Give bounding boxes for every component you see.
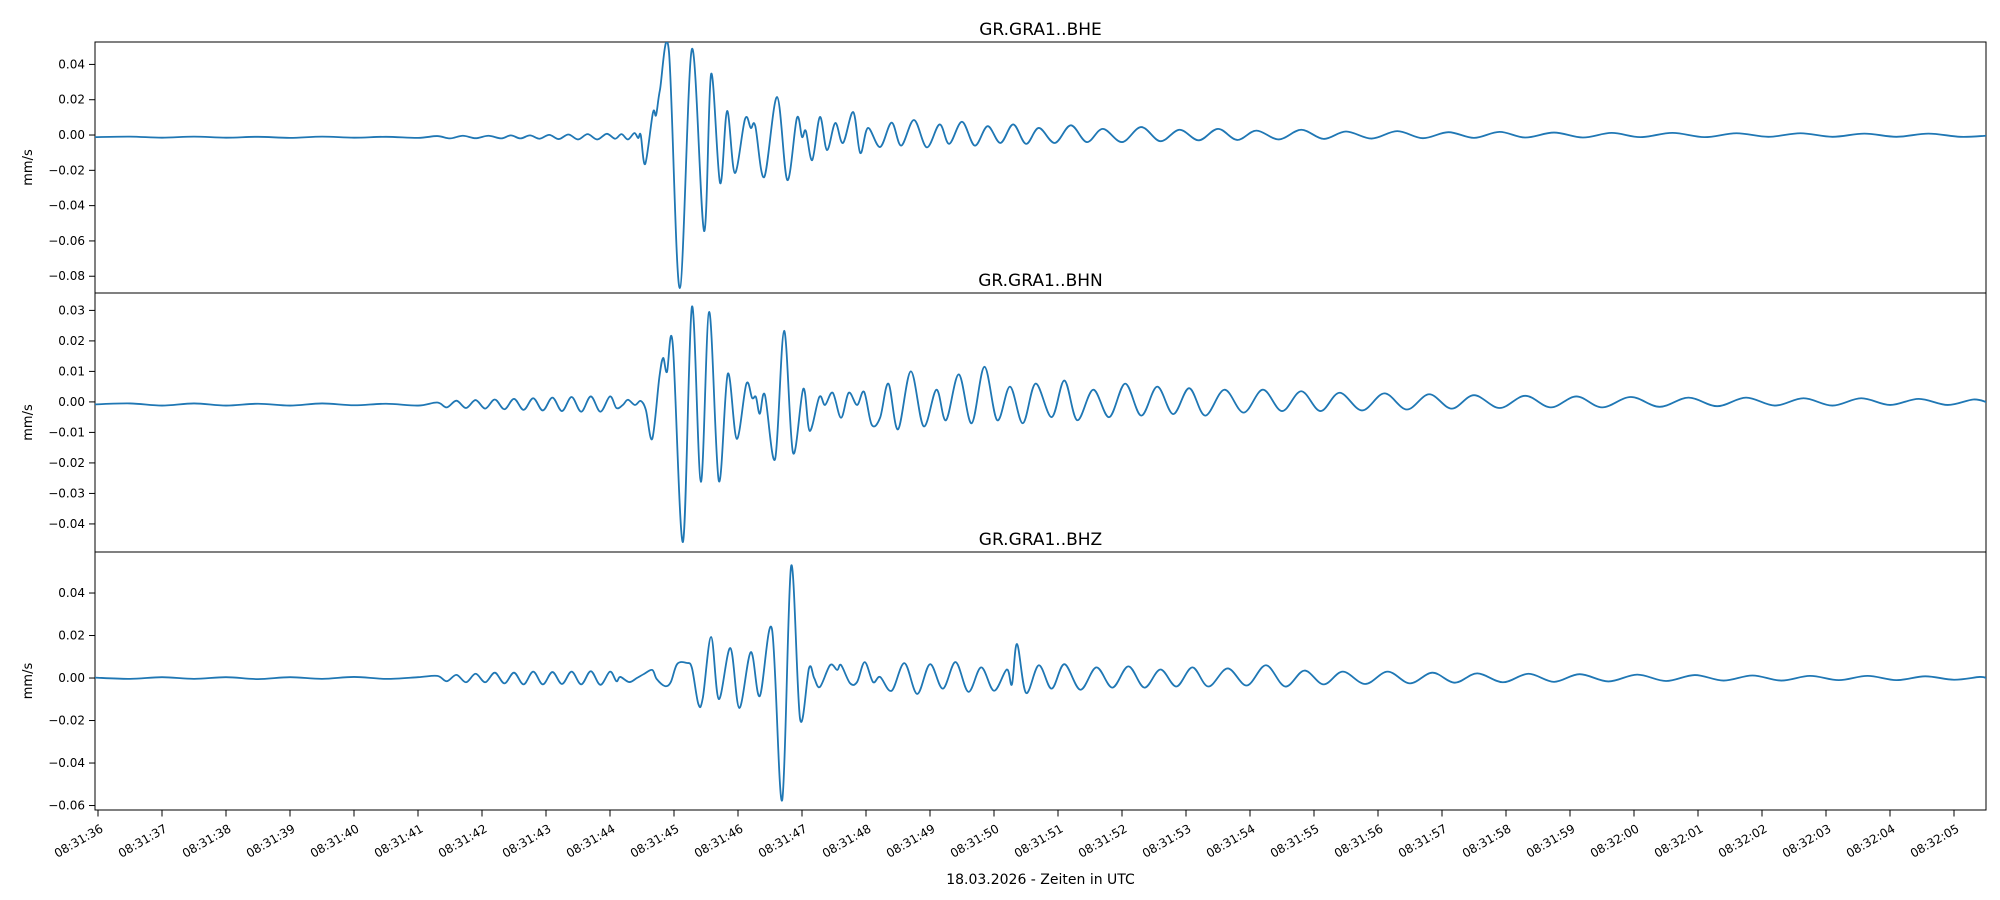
waveform-bhz bbox=[95, 564, 1986, 802]
y-tick-label: 0.00 bbox=[58, 128, 85, 142]
y-tick-label: 0.03 bbox=[58, 303, 85, 317]
x-tick-label: 08:31:42 bbox=[436, 821, 490, 860]
x-tick-label: 08:31:51 bbox=[1012, 821, 1066, 860]
y-tick-label: 0.00 bbox=[58, 671, 85, 685]
x-tick-label: 08:31:44 bbox=[564, 821, 618, 860]
x-tick-label: 08:31:41 bbox=[372, 821, 426, 860]
y-tick-label: 0.02 bbox=[58, 629, 85, 643]
x-tick-label: 08:32:02 bbox=[1716, 821, 1770, 860]
y-tick-label: 0.04 bbox=[58, 586, 85, 600]
y-tick-label: 0.02 bbox=[58, 334, 85, 348]
x-tick-label: 08:32:04 bbox=[1844, 821, 1898, 860]
y-tick-label: −0.06 bbox=[48, 234, 85, 248]
subplot-bhe-title: GR.GRA1..BHE bbox=[979, 20, 1102, 40]
x-tick-label: 08:31:45 bbox=[628, 821, 682, 860]
y-tick-label: 0.00 bbox=[58, 395, 85, 409]
subplot-bhe-frame bbox=[94, 41, 1987, 294]
y-tick-label: −0.04 bbox=[48, 199, 85, 213]
x-axis-ticks: 08:31:36 08:31:37 08:31:38 08:31:39 08:31:40… bbox=[52, 810, 1962, 861]
bhz-y-axis-label: mm/s bbox=[21, 663, 36, 700]
y-tick-label: −0.08 bbox=[48, 269, 85, 283]
x-tick-label: 08:31:59 bbox=[1524, 821, 1578, 860]
y-tick-label: −0.06 bbox=[48, 799, 85, 813]
x-tick-label: 08:31:53 bbox=[1140, 821, 1194, 860]
bhe-y-axis-label: mm/s bbox=[21, 149, 36, 186]
bhn-y-axis-ticks: 0.03 0.02 0.01 0.00 −0.01 −0.02 −0.03 −0.04 bbox=[48, 303, 95, 531]
subplot-bhz-frame bbox=[94, 551, 1987, 811]
x-tick-label: 08:31:38 bbox=[180, 821, 234, 860]
x-tick-label: 08:31:40 bbox=[308, 821, 362, 860]
y-tick-label: −0.03 bbox=[48, 486, 85, 500]
x-tick-label: 08:32:00 bbox=[1588, 821, 1642, 860]
waveform-bhn bbox=[95, 305, 1986, 543]
y-tick-label: −0.02 bbox=[48, 714, 85, 728]
x-tick-label: 08:31:37 bbox=[116, 821, 170, 860]
x-tick-label: 08:32:01 bbox=[1652, 821, 1706, 860]
x-tick-label: 08:31:56 bbox=[1332, 821, 1386, 860]
x-axis-label: 18.03.2026 - Zeiten in UTC bbox=[946, 872, 1135, 888]
subplot-bhn-frame bbox=[94, 292, 1987, 553]
y-tick-label: 0.01 bbox=[58, 364, 85, 378]
subplot-bhn-title: GR.GRA1..BHN bbox=[978, 271, 1103, 291]
x-tick-label: 08:31:50 bbox=[948, 821, 1002, 860]
subplot-bhz-title: GR.GRA1..BHZ bbox=[979, 530, 1102, 550]
y-tick-label: 0.04 bbox=[58, 57, 85, 71]
y-tick-label: −0.02 bbox=[48, 163, 85, 177]
x-tick-label: 08:31:55 bbox=[1268, 821, 1322, 860]
y-tick-label: −0.04 bbox=[48, 756, 85, 770]
x-tick-label: 08:31:54 bbox=[1204, 821, 1258, 860]
x-tick-label: 08:32:03 bbox=[1780, 821, 1834, 860]
waveform-bhe bbox=[95, 42, 1986, 289]
y-tick-label: −0.02 bbox=[48, 456, 85, 470]
x-tick-label: 08:31:46 bbox=[692, 821, 746, 860]
x-tick-label: 08:31:47 bbox=[756, 821, 810, 860]
x-tick-label: 08:31:58 bbox=[1460, 821, 1514, 860]
y-tick-label: 0.02 bbox=[58, 93, 85, 107]
x-tick-label: 08:32:05 bbox=[1908, 821, 1962, 860]
y-tick-label: −0.04 bbox=[48, 517, 85, 531]
x-tick-label: 08:31:48 bbox=[820, 821, 874, 860]
x-tick-label: 08:31:49 bbox=[884, 821, 938, 860]
y-tick-label: −0.01 bbox=[48, 425, 85, 439]
bhz-y-axis-ticks: 0.04 0.02 0.00 −0.02 −0.04 −0.06 bbox=[48, 586, 95, 813]
x-tick-label: 08:31:36 bbox=[52, 821, 106, 860]
x-tick-label: 08:31:52 bbox=[1076, 821, 1130, 860]
bhe-y-axis-ticks: 0.04 0.02 0.00 −0.02 −0.04 −0.06 −0.08 bbox=[48, 57, 95, 283]
x-tick-label: 08:31:43 bbox=[500, 821, 554, 860]
bhn-y-axis-label: mm/s bbox=[21, 404, 36, 441]
x-tick-label: 08:31:39 bbox=[244, 821, 298, 860]
x-tick-label: 08:31:57 bbox=[1396, 821, 1450, 860]
